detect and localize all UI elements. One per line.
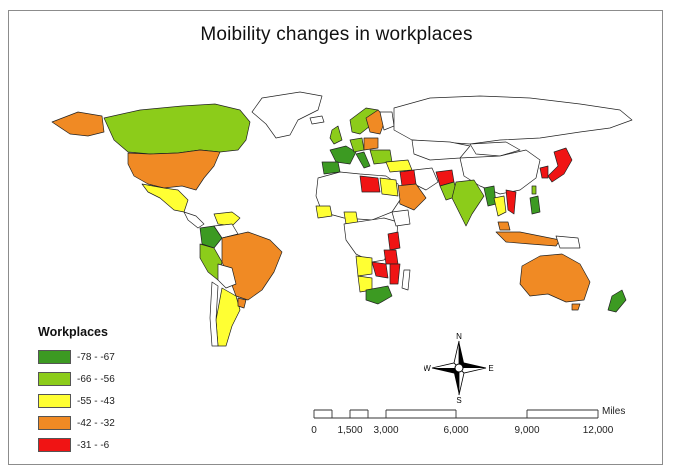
south-africa: [365, 285, 393, 305]
central-america: [183, 211, 205, 229]
legend-item: -66 - -56: [38, 370, 115, 389]
legend-swatch-3: [38, 394, 71, 409]
scale-tick: 1,500: [337, 425, 362, 436]
malaysia: [497, 221, 511, 231]
bolivia: [217, 263, 237, 289]
west-africa: [315, 205, 333, 219]
legend-item: -78 - -67: [38, 348, 115, 367]
mozambique: [389, 263, 401, 285]
iceland: [309, 115, 325, 125]
egypt: [379, 177, 399, 197]
scale-tick: 3,000: [373, 425, 398, 436]
legend-label: -42 - -32: [77, 417, 115, 429]
uruguay: [237, 297, 247, 309]
papua: [555, 235, 581, 249]
legend-swatch-1: [38, 350, 71, 365]
legend-swatch-4: [38, 416, 71, 431]
madagascar: [401, 269, 411, 291]
poland: [363, 137, 379, 151]
scale-unit: Miles: [602, 406, 625, 417]
legend-title: Workplaces: [38, 325, 108, 339]
france: [329, 145, 357, 165]
australia: [519, 253, 591, 303]
legend-item: -55 - -43: [38, 392, 115, 411]
caribbean: [213, 211, 241, 227]
legend-label: -78 - -67: [77, 351, 115, 363]
usa: [127, 149, 221, 191]
legend-label: -66 - -56: [77, 373, 115, 385]
north-arrow-icon: N S W E: [424, 333, 494, 403]
libya: [359, 175, 381, 193]
vietnam: [505, 189, 517, 215]
taiwan: [531, 185, 537, 195]
italy: [355, 151, 371, 169]
map-frame: [8, 10, 663, 465]
tasmania: [571, 303, 581, 311]
scale-tick: 12,000: [583, 425, 614, 436]
legend-item: -42 - -32: [38, 414, 115, 433]
alaska: [51, 111, 105, 137]
scale-tick: 6,000: [443, 425, 468, 436]
legend-label: -55 - -43: [77, 395, 115, 407]
compass-w: W: [424, 364, 431, 373]
chile: [209, 281, 219, 347]
japan: [547, 147, 573, 183]
korea: [539, 165, 549, 179]
legend-label: -31 - -6: [77, 439, 110, 451]
legend: Workplaces -78 - -67 -66 - -56 -55 - -43…: [38, 325, 115, 458]
compass-s: S: [456, 396, 461, 403]
zambia: [371, 261, 389, 279]
uk: [329, 125, 343, 145]
canada: [103, 103, 251, 155]
compass-n: N: [456, 333, 462, 341]
ethiopia: [391, 209, 411, 227]
angola: [355, 255, 373, 277]
colombia: [199, 225, 223, 249]
india: [451, 179, 485, 227]
mongolia: [469, 141, 521, 157]
scale-tick: 9,000: [514, 425, 539, 436]
map-title: Moibility changes in workplaces: [200, 24, 473, 45]
scale-tick: 0: [311, 425, 317, 436]
compass-e: E: [488, 364, 493, 373]
legend-item: -31 - -6: [38, 436, 115, 455]
legend-swatch-2: [38, 372, 71, 387]
new-zealand: [607, 289, 627, 313]
philippines: [529, 195, 541, 215]
thailand: [493, 195, 507, 217]
greenland: [251, 91, 323, 139]
kenya: [387, 231, 401, 251]
legend-swatch-5: [38, 438, 71, 453]
